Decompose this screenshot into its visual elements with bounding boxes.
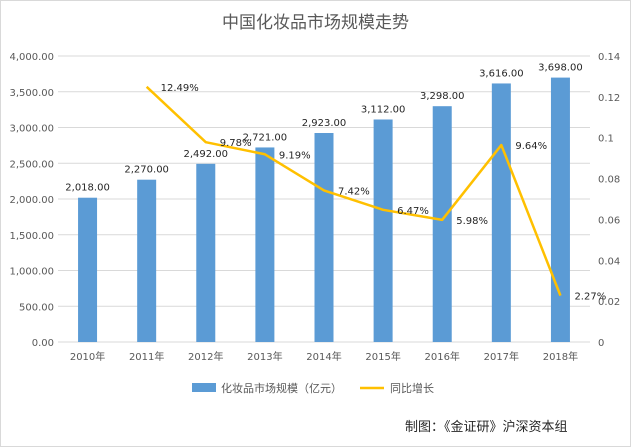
- bar: [196, 163, 216, 342]
- legend-line-label: 同比增长: [390, 381, 434, 395]
- y-left-tick-label: 0.00: [32, 338, 54, 349]
- y-right-tick-label: 0.02: [598, 297, 620, 308]
- bar: [373, 119, 393, 342]
- bar: [491, 83, 511, 343]
- y-right-tick-label: 0: [598, 338, 604, 349]
- bar: [432, 106, 452, 343]
- y-left-tick-label: 1,500.00: [9, 231, 54, 242]
- x-tick-label: 2013年: [247, 350, 282, 363]
- y-left-tick-label: 4,000.00: [9, 52, 54, 63]
- y-right-tick-label: 0.12: [598, 93, 620, 104]
- bar-value-label: 3,616.00: [479, 68, 524, 79]
- x-tick-label: 2012年: [188, 350, 223, 363]
- bar-value-label: 2,721.00: [243, 132, 288, 143]
- x-tick-label: 2016年: [424, 350, 459, 363]
- bar: [78, 197, 98, 342]
- line-value-label: 9.78%: [220, 138, 252, 149]
- y-left-tick-label: 3,000.00: [9, 124, 54, 135]
- bar-value-label: 3,112.00: [361, 104, 406, 115]
- line-value-label: 7.42%: [338, 186, 370, 197]
- y-right-tick-label: 0.06: [598, 215, 620, 226]
- bar: [314, 133, 334, 342]
- growth-line: [145, 85, 562, 297]
- bar-value-label: 2,923.00: [302, 118, 347, 129]
- line-value-label: 9.64%: [515, 141, 547, 152]
- y-left-tick-label: 1,000.00: [9, 267, 54, 278]
- line-value-label: 2.27%: [574, 292, 606, 303]
- y-left-tick-label: 500.00: [19, 302, 54, 313]
- y-right-tick-label: 0.1: [598, 134, 614, 145]
- y-left-tick-label: 2,500.00: [9, 159, 54, 170]
- line-value-label: 12.49%: [161, 83, 199, 94]
- x-tick-label: 2010年: [70, 350, 105, 363]
- bar: [550, 77, 570, 342]
- legend-bar-swatch: [192, 383, 216, 392]
- y-left-tick-label: 2,000.00: [9, 195, 54, 206]
- x-tick-label: 2017年: [484, 350, 519, 363]
- legend-bar-label: 化妆品市场规模（亿元）: [221, 381, 342, 395]
- bar-value-label: 2,270.00: [124, 165, 169, 176]
- x-tick-label: 2014年: [306, 350, 341, 363]
- y-left-tick-label: 3,500.00: [9, 88, 54, 99]
- chart-title: 中国化妆品市场规模走势: [222, 13, 409, 33]
- bar-value-label: 3,698.00: [538, 63, 583, 74]
- bar: [255, 147, 275, 342]
- line-value-label: 6.47%: [397, 206, 429, 217]
- y-right-tick-label: 0.14: [598, 52, 620, 63]
- bar: [137, 179, 157, 342]
- bar-value-label: 3,298.00: [420, 91, 465, 102]
- line-value-label: 5.98%: [456, 216, 488, 227]
- x-tick-label: 2018年: [543, 350, 578, 363]
- x-tick-label: 2011年: [129, 350, 164, 363]
- y-right-tick-label: 0.04: [598, 256, 620, 267]
- bar-value-label: 2,492.00: [184, 149, 229, 160]
- bar-value-label: 2,018.00: [65, 183, 110, 194]
- line-value-label: 9.19%: [279, 150, 311, 161]
- y-right-tick-label: 0.08: [598, 175, 620, 186]
- x-tick-label: 2015年: [365, 350, 400, 363]
- credit-note: 制图：《金证研》沪深资本组: [405, 420, 568, 435]
